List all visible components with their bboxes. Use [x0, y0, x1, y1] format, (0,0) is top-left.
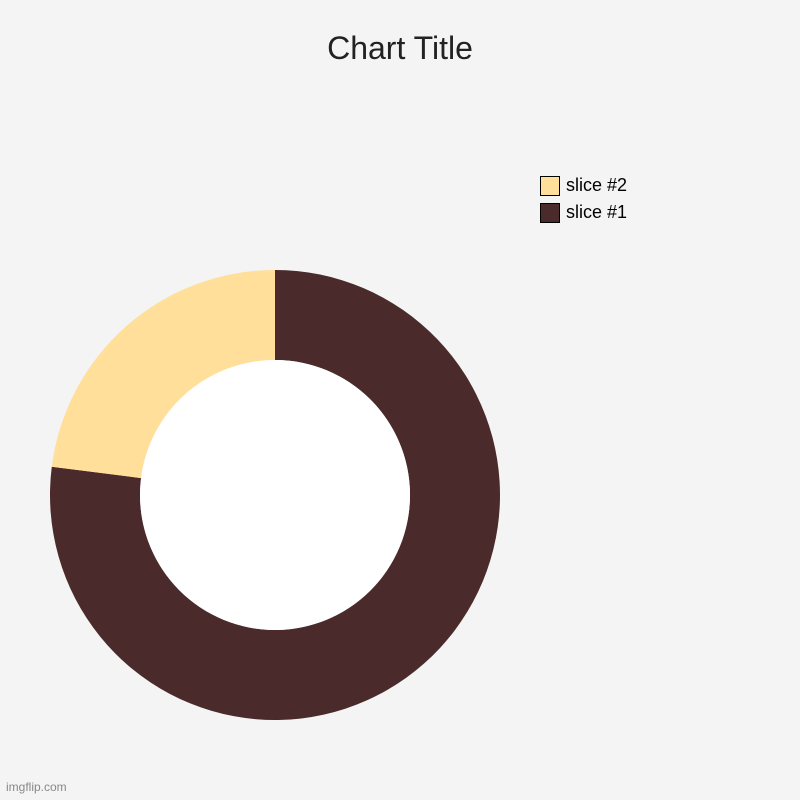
donut-hole [140, 360, 410, 630]
watermark: imgflip.com [6, 780, 67, 794]
legend-label: slice #1 [566, 202, 627, 223]
chart-title: Chart Title [0, 30, 800, 67]
legend-item: slice #1 [540, 202, 627, 223]
legend-item: slice #2 [540, 175, 627, 196]
legend-swatch [540, 203, 560, 223]
donut-chart [50, 270, 500, 720]
legend: slice #2 slice #1 [540, 175, 627, 223]
legend-label: slice #2 [566, 175, 627, 196]
legend-swatch [540, 176, 560, 196]
